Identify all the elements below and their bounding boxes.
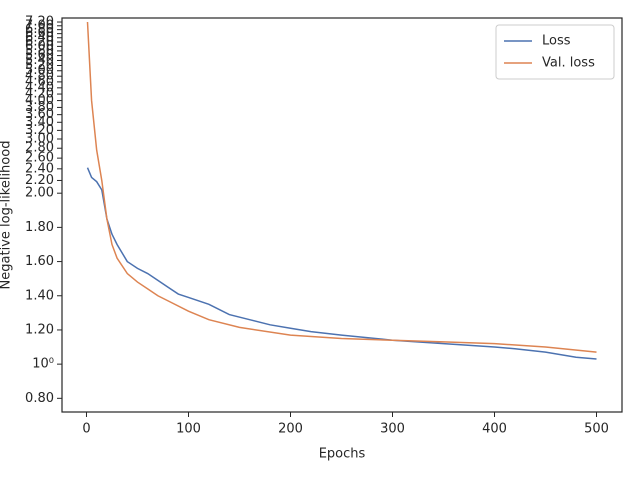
y-tick-label: 10⁰	[32, 357, 54, 372]
x-tick-label: 200	[278, 422, 303, 437]
y-tick-label: 3.80	[25, 100, 54, 115]
y-tick-label: 3.20	[25, 123, 54, 138]
y-tick-label: 1.20	[25, 322, 54, 337]
y-tick-label: 1.40	[25, 288, 54, 303]
y-tick-label: 4.00	[25, 93, 54, 108]
y-tick-label: 6.60	[25, 26, 54, 41]
y-tick-label: 7.00	[25, 18, 54, 33]
y-tick-label: 5.80	[25, 43, 54, 58]
y-tick-label: 2.60	[25, 151, 54, 166]
y-tick-label: 3.40	[25, 115, 54, 130]
x-axis-label: Epochs	[319, 447, 366, 462]
legend-box	[495, 24, 615, 80]
y-tick-label: 2.40	[25, 161, 54, 176]
y-tick-label: 2.20	[25, 173, 54, 188]
series-line	[86, 21, 597, 353]
y-tick-label: 2.80	[25, 141, 54, 156]
y-tick-label: 6.80	[25, 22, 54, 37]
x-tick-label: 500	[584, 422, 609, 437]
y-tick-label: 5.40	[25, 53, 54, 68]
x-tick-label: 100	[176, 422, 201, 437]
x-tick-label: 0	[82, 422, 90, 437]
y-tick-label: 6.40	[25, 30, 54, 45]
y-tick-label: 1.80	[25, 220, 54, 235]
y-tick-label: 6.00	[25, 39, 54, 54]
y-tick-label: 4.80	[25, 69, 54, 84]
y-tick-label: 4.40	[25, 80, 54, 95]
legend-label: Loss	[542, 34, 571, 49]
y-tick-label: 5.00	[25, 63, 54, 78]
x-tick-label: 300	[380, 422, 405, 437]
series-line	[86, 167, 597, 360]
y-tick-label: 5.20	[25, 58, 54, 73]
y-tick-label: 3.60	[25, 107, 54, 122]
y-tick-label: 1.60	[25, 254, 54, 269]
y-tick-label: 0.80	[25, 391, 54, 406]
y-tick-label: 4.60	[25, 74, 54, 89]
y-tick-label: 5.60	[25, 48, 54, 63]
y-tick-label: 2.00	[25, 186, 54, 201]
y-axis-label: Negative log-likelihood	[0, 141, 14, 290]
y-tick-label: 7.20	[25, 15, 54, 30]
x-tick-label: 400	[482, 422, 507, 437]
plot-frame	[61, 17, 623, 413]
y-tick-label: 3.00	[25, 132, 54, 147]
y-tick-label: 4.20	[25, 87, 54, 102]
legend-label: Val. loss	[542, 56, 595, 71]
y-tick-label: 6.20	[25, 35, 54, 50]
